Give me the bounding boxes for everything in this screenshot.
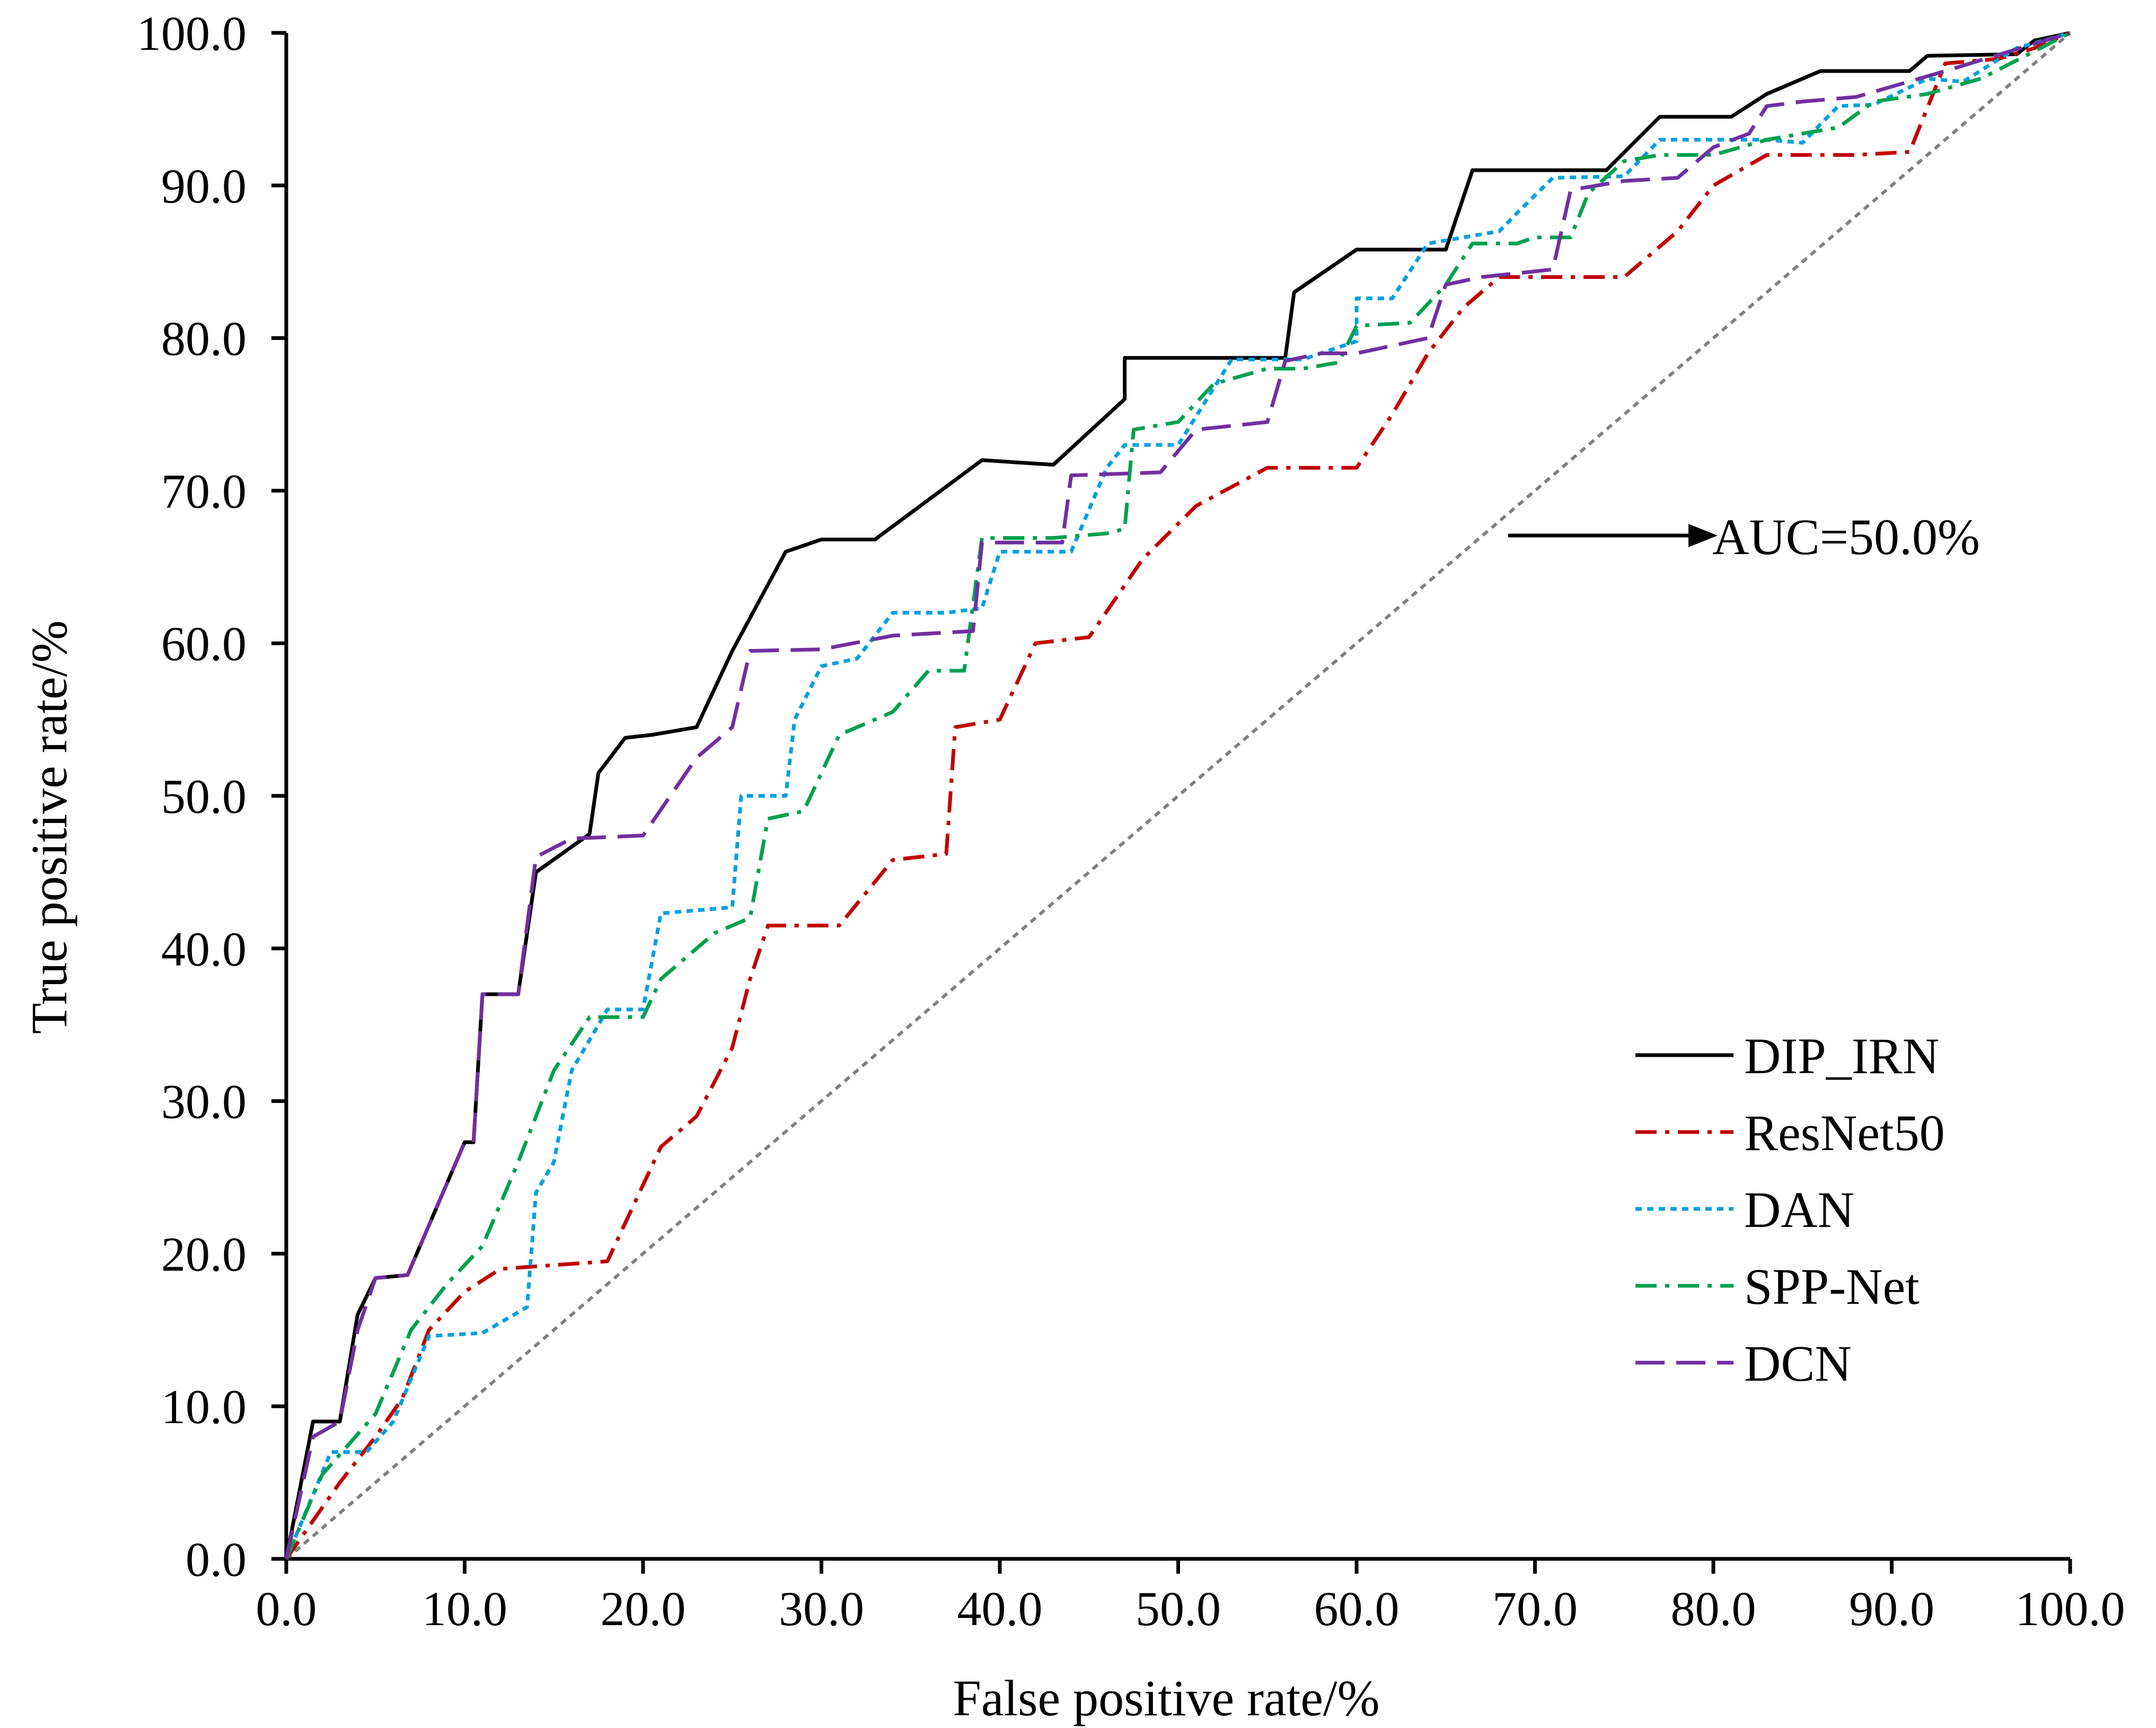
annotation-arrow-head bbox=[1688, 524, 1718, 547]
legend: DIP_IRN ResNet50 DAN SPP-Net DCN bbox=[1635, 1028, 1945, 1392]
x-tick-label: 70.0 bbox=[1492, 1582, 1578, 1636]
x-tick-label: 90.0 bbox=[1849, 1582, 1934, 1636]
x-tick-label: 60.0 bbox=[1314, 1582, 1400, 1636]
y-tick-label: 70.0 bbox=[161, 464, 247, 518]
x-axis-title: False positive rate/% bbox=[953, 1670, 1379, 1726]
y-tick-label: 50.0 bbox=[161, 769, 247, 823]
x-tick-label: 10.0 bbox=[422, 1582, 507, 1636]
x-tick-label: 20.0 bbox=[601, 1582, 686, 1636]
series-line-spp-net bbox=[284, 31, 2071, 1560]
y-tick-label: 0.0 bbox=[186, 1532, 247, 1586]
series-line-resnet50 bbox=[285, 31, 2071, 1560]
x-tick-label: 0.0 bbox=[256, 1582, 317, 1636]
series-line-diagonal bbox=[285, 31, 2071, 1560]
legend-label: DAN bbox=[1744, 1181, 1854, 1238]
y-tick-label: 90.0 bbox=[161, 159, 247, 213]
y-axis-title: True positive rate/% bbox=[21, 620, 77, 1034]
y-tick-label: 80.0 bbox=[161, 312, 247, 366]
y-tick-label: 20.0 bbox=[161, 1227, 247, 1281]
x-tick-label: 100.0 bbox=[2016, 1582, 2125, 1636]
x-tick-label: 40.0 bbox=[957, 1582, 1043, 1636]
legend-label: DCN bbox=[1744, 1335, 1852, 1392]
series-line-dcn bbox=[284, 31, 2071, 1559]
x-tick-label: 30.0 bbox=[779, 1582, 864, 1636]
y-tick-label: 40.0 bbox=[161, 922, 247, 976]
series-layer bbox=[284, 31, 2071, 1560]
y-tick-label: 100.0 bbox=[137, 6, 247, 60]
series-line-dip-irn bbox=[284, 31, 2071, 1559]
legend-label: SPP-Net bbox=[1744, 1258, 1920, 1315]
x-tick-label: 80.0 bbox=[1671, 1582, 1756, 1636]
y-tick-label: 60.0 bbox=[161, 617, 247, 671]
legend-label: ResNet50 bbox=[1744, 1104, 1945, 1161]
auc-label: AUC=50.0% bbox=[1712, 508, 1980, 565]
legend-label: DIP_IRN bbox=[1744, 1028, 1939, 1084]
y-tick-label: 30.0 bbox=[161, 1075, 247, 1129]
axes: 0.0 10.0 20.0 30.0 40.0 50.0 60.0 70.0 80.0 90.0 1… bbox=[137, 6, 2125, 1636]
x-tick-label: 50.0 bbox=[1136, 1582, 1221, 1636]
auc-annotation: AUC=50.0% bbox=[1508, 508, 1980, 565]
y-tick-label: 10.0 bbox=[161, 1380, 247, 1434]
